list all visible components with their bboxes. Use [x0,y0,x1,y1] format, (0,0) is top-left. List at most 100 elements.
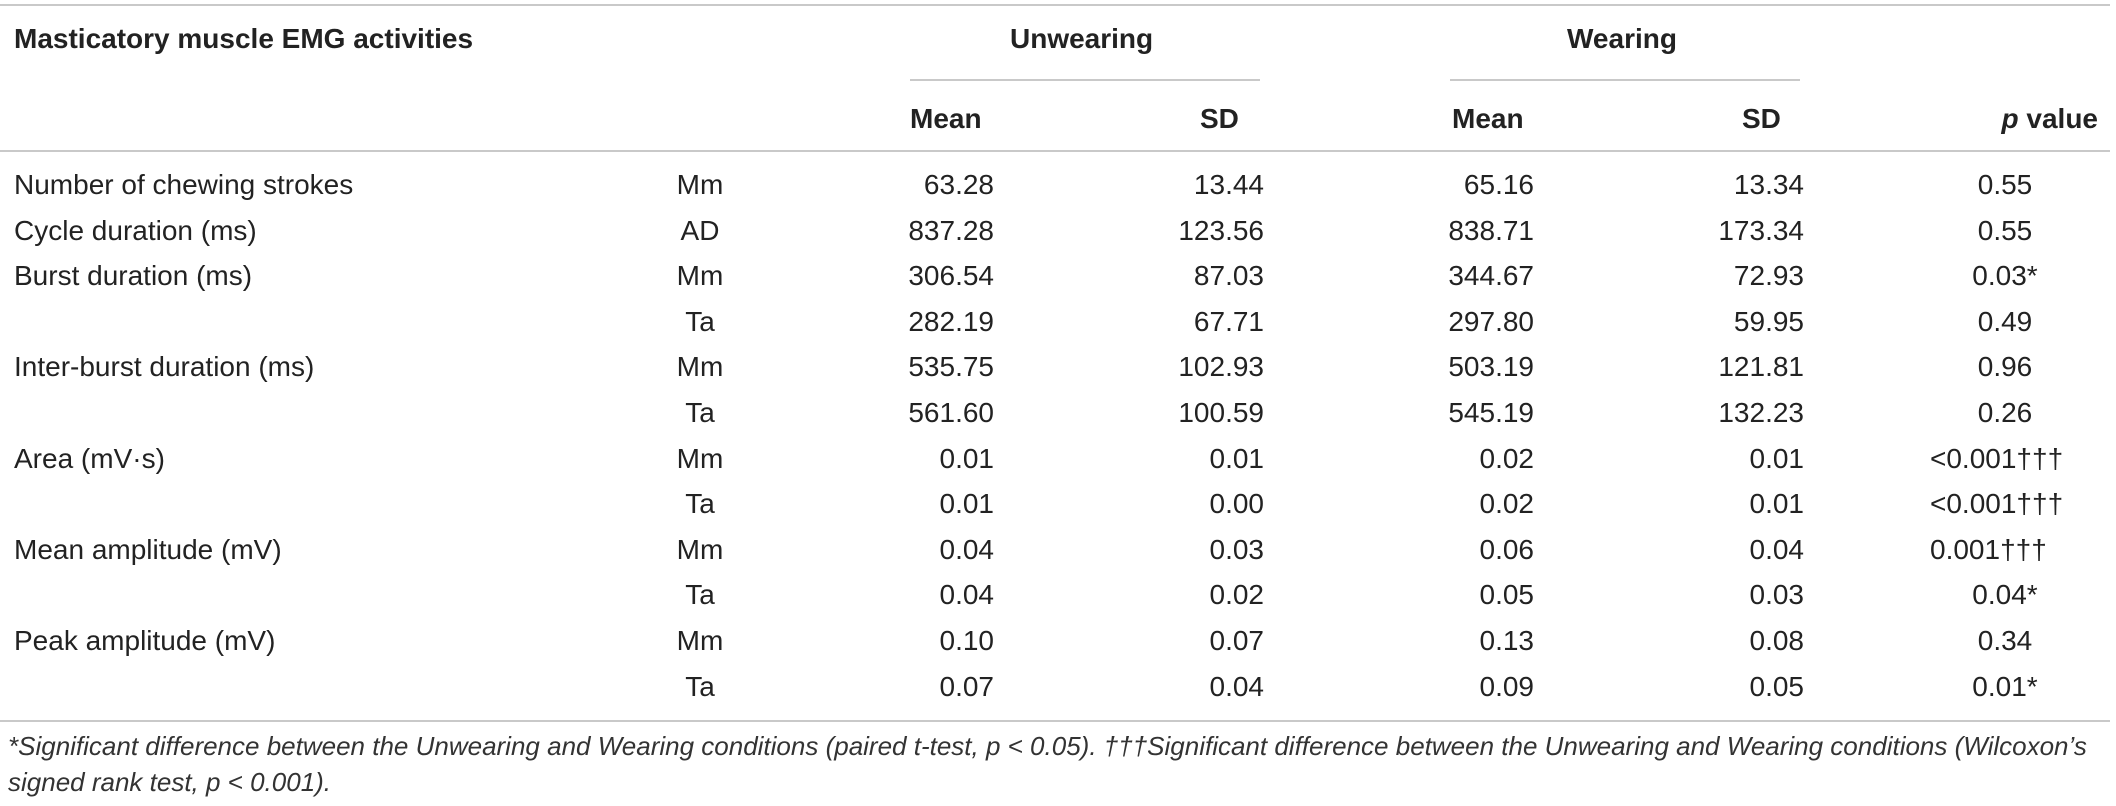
unwearing-sd-cell: 67.71 [1193,305,1264,337]
wearing-sd-header: SD [1742,103,1781,134]
table-row: Area (mV·s) Mm 0.01 0.01 0.02 0.01 <0.001††† [0,442,2116,488]
p-value-cell: 0.49 [1977,305,2033,337]
unwearing-sd-cell: 0.00 [1209,488,1265,520]
muscle-cell: Mm [676,533,724,565]
table-row: Mean amplitude (mV) Mm 0.04 0.03 0.06 0.04 0.0… [0,533,2116,579]
unwearing-mean-cell: 0.01 [939,488,995,520]
table-header-rule [0,150,2110,152]
unwearing-sd-header: SD [1200,103,1239,134]
wearing-sd-cell: 121.81 [1718,351,1804,383]
table-title-header: Masticatory muscle EMG activities [14,23,474,54]
muscle-cell: Mm [676,442,724,474]
wearing-sd-cell: 59.95 [1733,305,1804,337]
p-value-cell: 0.01* [1972,670,2038,702]
unwearing-mean-cell: 306.54 [908,260,994,292]
table-body: Number of chewing strokes Mm 63.28 13.44 65.… [0,168,2116,715]
p-value-header: p value [2002,102,2099,136]
muscle-cell: Mm [676,169,724,200]
unwearing-sd-cell: 87.03 [1193,260,1264,292]
wearing-mean-cell: 344.67 [1448,260,1534,292]
wearing-mean-cell: 545.19 [1448,396,1534,428]
wearing-sd-cell: 0.01 [1749,488,1805,520]
unwearing-sd-cell: 102.93 [1178,351,1264,383]
unwearing-mean-cell: 535.75 [908,351,994,383]
table-row: Peak amplitude (mV) Mm 0.10 0.07 0.13 0.08 0.3… [0,624,2116,670]
wearing-mean-cell: 503.19 [1448,351,1534,383]
row-label: Area (mV·s) [14,442,165,474]
row-label: Burst duration (ms) [14,260,253,292]
table-row: Inter-burst duration (ms) Mm 535.75 102.93 5… [0,350,2116,396]
table-bottom-rule [0,720,2110,722]
wearing-sd-cell: 132.23 [1718,396,1804,428]
unwearing-mean-cell: 0.01 [939,442,995,474]
wearing-sd-cell: 0.03 [1749,579,1805,611]
p-value-cell: 0.34 [1977,624,2033,656]
wearing-mean-cell: 0.09 [1479,670,1535,702]
wearing-mean-cell: 0.02 [1479,488,1535,520]
wearing-sd-cell: 72.93 [1733,260,1804,292]
muscle-cell: Mm [676,351,724,383]
wearing-mean-cell: 0.05 [1479,579,1535,611]
unwearing-group-header: Unwearing [1010,23,1154,54]
unwearing-sd-cell: 13.44 [1193,169,1264,200]
table-row: Ta 0.07 0.04 0.09 0.05 0.01* [0,670,2116,716]
p-value-cell: 0.03* [1972,260,2038,292]
p-value-cell: <0.001††† [1930,488,2064,520]
unwearing-mean-cell: 0.04 [939,579,995,611]
muscle-cell: Ta [685,305,715,337]
unwearing-sd-cell: 0.01 [1209,442,1265,474]
unwearing-mean-cell: 0.10 [939,624,995,656]
unwearing-sd-cell: 0.03 [1209,533,1265,565]
wearing-sd-cell: 0.04 [1749,533,1805,565]
muscle-cell: Mm [676,260,724,292]
unwearing-mean-cell: 561.60 [908,396,994,428]
table-row: Burst duration (ms) Mm 306.54 87.03 344.67 72… [0,259,2116,305]
unwearing-sd-cell: 0.02 [1209,579,1265,611]
muscle-cell: Mm [676,624,724,656]
p-value-header-italic: p [2001,103,2019,134]
unwearing-mean-cell: 837.28 [908,214,994,246]
unwearing-mean-cell: 0.07 [939,670,995,702]
p-value-cell: 0.96 [1977,351,2033,383]
row-label: Number of chewing strokes [14,169,354,200]
row-label: Peak amplitude (mV) [14,624,276,656]
unwearing-mean-cell: 282.19 [908,305,994,337]
row-label: Inter-burst duration (ms) [14,351,315,383]
wearing-sd-cell: 13.34 [1733,169,1804,200]
wearing-mean-cell: 838.71 [1448,214,1534,246]
muscle-cell: Ta [685,670,715,702]
p-value-header-rest: value [2018,103,2098,134]
wearing-mean-cell: 0.02 [1479,442,1535,474]
wearing-sd-cell: 173.34 [1718,214,1804,246]
table-row: Ta 282.19 67.71 297.80 59.95 0.49 [0,305,2116,351]
wearing-sd-cell: 0.08 [1749,624,1805,656]
p-value-cell: 0.55 [1977,169,2033,200]
unwearing-mean-cell: 0.04 [939,533,995,565]
wearing-mean-cell: 0.13 [1479,624,1535,656]
wearing-mean-cell: 0.06 [1479,533,1535,565]
wearing-group-header: Wearing [1567,23,1677,54]
muscle-cell: Ta [685,488,715,520]
table-top-rule [0,4,2110,6]
p-value-cell: <0.001††† [1930,442,2064,474]
wearing-group-rule [1450,79,1800,81]
p-value-cell: 0.001††† [1930,533,2047,565]
unwearing-sd-cell: 123.56 [1178,214,1264,246]
unwearing-mean-cell: 63.28 [923,169,994,200]
table-row: Ta 0.04 0.02 0.05 0.03 0.04* [0,578,2116,624]
muscle-cell: Ta [685,579,715,611]
unwearing-group-rule [910,79,1260,81]
table-row: Ta 561.60 100.59 545.19 132.23 0.26 [0,396,2116,442]
row-label: Mean amplitude (mV) [14,533,282,565]
wearing-mean-cell: 65.16 [1463,169,1534,200]
wearing-mean-cell: 297.80 [1448,305,1534,337]
muscle-cell: AD [680,214,720,246]
wearing-mean-header: Mean [1452,103,1524,134]
wearing-sd-cell: 0.05 [1749,670,1805,702]
unwearing-sd-cell: 0.07 [1209,624,1265,656]
unwearing-mean-header: Mean [910,103,982,134]
p-value-cell: 0.04* [1972,579,2038,611]
table-row: Ta 0.01 0.00 0.02 0.01 <0.001††† [0,487,2116,533]
muscle-cell: Ta [685,396,715,428]
